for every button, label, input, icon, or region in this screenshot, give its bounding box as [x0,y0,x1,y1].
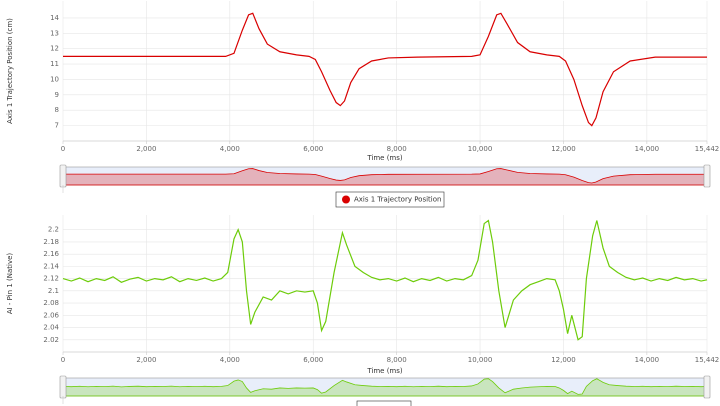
y-tick-label: 8 [55,106,59,114]
y-tick-label: 2.02 [43,336,59,344]
legend-box [356,400,412,406]
legend-marker[interactable] [342,195,350,204]
y-tick-label: 2.06 [43,311,59,319]
y-tick-label: 2.16 [43,250,59,258]
navigator-series [62,168,708,186]
x-axis-title: Time (ms) [366,154,403,162]
x-tick-label: 14,000 [635,356,660,364]
x-tick-label: 12,000 [551,356,576,364]
y-tick-label: 7 [55,122,59,130]
y-tick-label: 12 [50,45,59,53]
x-tick-label: 0 [61,356,65,364]
series-line [63,12,707,127]
x-axis-title: Time (ms) [366,367,403,375]
y-tick-label: 11 [50,60,59,68]
y-tick-label: 10 [50,75,59,83]
y-axis-title: Axis 1 Trajectory Position (cm) [6,18,14,124]
x-tick-label: 15,442 [695,356,720,364]
x-tick-label: 8,000 [387,145,407,153]
y-tick-label: 2.1 [48,287,59,295]
x-tick-label: 4,000 [220,356,240,364]
x-tick-label: 6,000 [303,145,323,153]
y-axis-title: AI - Pin 1 (Native) [6,253,14,315]
navigator-handle[interactable] [59,164,67,188]
x-tick-label: 12,000 [551,145,576,153]
x-tick-label: 4,000 [220,145,240,153]
navigator-series [62,378,708,397]
x-tick-label: 2,000 [136,356,156,364]
y-tick-label: 9 [55,91,59,99]
x-tick-label: 14,000 [635,145,660,153]
series-line [62,219,708,341]
x-tick-label: 8,000 [387,356,407,364]
x-tick-label: 15,442 [695,145,720,153]
x-tick-label: 2,000 [136,145,156,153]
navigator-handle[interactable] [703,164,711,188]
y-tick-label: 2.04 [43,324,59,332]
x-tick-label: 0 [61,145,65,153]
legend-box [335,191,445,208]
x-tick-label: 10,000 [468,145,493,153]
y-tick-label: 2.2 [48,226,59,234]
y-tick-label: 13 [50,29,59,37]
y-tick-label: 2.08 [43,299,59,307]
y-tick-label: 2.12 [43,275,59,283]
navigator-handle[interactable] [703,375,711,399]
y-tick-label: 2.14 [43,262,59,270]
x-tick-label: 6,000 [303,356,323,364]
navigator-handle[interactable] [59,375,67,399]
y-tick-label: 14 [50,14,59,22]
x-tick-label: 10,000 [468,356,493,364]
legend-label[interactable]: Axis 1 Trajectory Position [354,196,441,204]
y-tick-label: 2.18 [43,238,59,246]
